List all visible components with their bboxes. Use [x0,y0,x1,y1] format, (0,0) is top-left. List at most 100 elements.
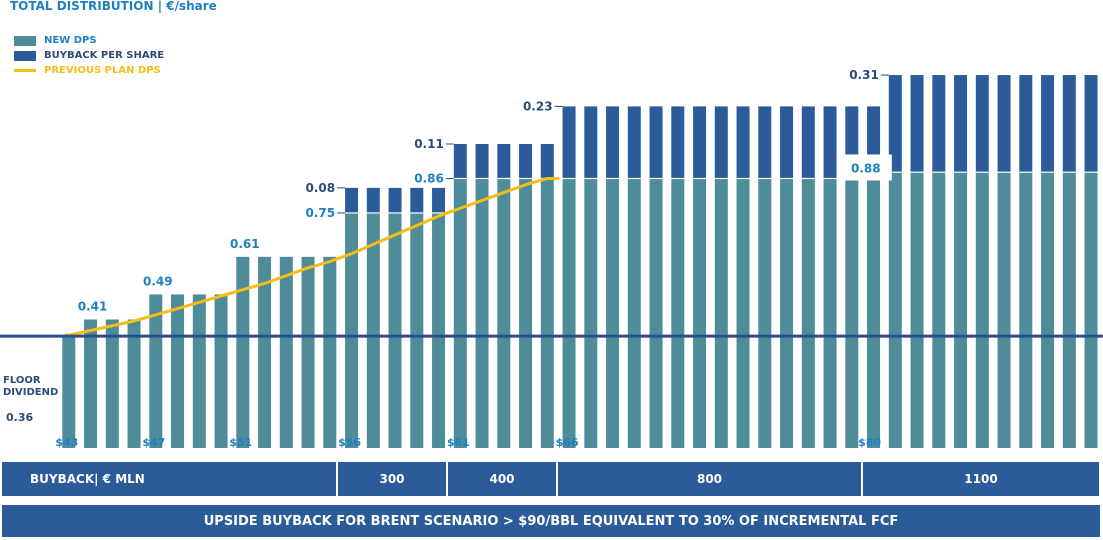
upside-banner: UPSIDE BUYBACK FOR BRENT SCENARIO > $90/… [2,505,1100,537]
bar-new-dps [997,172,1011,448]
bar-new-dps [519,178,533,448]
bar-buyback [932,75,946,173]
x-tick-label: $80 [858,436,881,449]
bar-buyback [475,144,489,179]
bar-new-dps [388,212,402,448]
bar-new-dps [867,178,881,448]
buyback-cell: 300 [338,462,446,496]
bar-new-dps [84,319,98,448]
floor-value-label: 0.36 [6,411,33,424]
bar-new-dps [671,178,685,448]
bar-new-dps [127,319,141,448]
bar-new-dps [1041,172,1055,448]
buyback-row: BUYBACK| € MLN 300 400 800 1100 [2,462,1100,496]
bar-new-dps [345,212,359,448]
bar-new-dps [954,172,968,448]
bar-new-dps [888,172,902,448]
bar-buyback [693,106,707,179]
bar-buyback [453,144,467,179]
legend-label-buyback: BUYBACK PER SHARE [44,50,165,61]
bar-buyback [954,75,968,173]
legend-item-previous-plan: PREVIOUS PLAN DPS [14,63,164,78]
data-label: 0.23 [523,99,553,113]
bar-buyback [910,75,924,173]
bar-new-dps [214,294,228,448]
data-label: 0.61 [230,237,260,251]
legend: NEW DPS BUYBACK PER SHARE PREVIOUS PLAN … [14,33,164,78]
bar-buyback [366,187,380,213]
data-label-box [841,154,892,181]
bar-buyback [497,144,511,179]
bar-buyback [671,106,685,179]
bar-new-dps [279,256,293,448]
bar-new-dps [823,178,837,448]
bar-new-dps [497,178,511,448]
legend-item-buyback: BUYBACK PER SHARE [14,48,164,63]
bar-new-dps [975,172,989,448]
bar-buyback [584,106,598,179]
bar-new-dps [780,178,794,448]
bar-buyback [519,144,533,179]
x-tick-label: $43 [55,436,78,449]
bar-new-dps [1062,172,1076,448]
bar-buyback [345,187,359,213]
bar-new-dps [410,212,424,448]
x-tick-label: $51 [229,436,252,449]
bar-new-dps [453,178,467,448]
x-tick-label: $47 [142,436,165,449]
bar-new-dps [540,178,554,448]
bar-new-dps [714,178,728,448]
bar-buyback [801,106,815,179]
previous-plan-line [64,176,560,337]
bar-new-dps [845,178,859,448]
distribution-chart: FLOORDIVIDEND0.36$43$47$51$56$61$66$80$9… [0,68,1103,449]
bar-buyback [1062,75,1076,173]
bar-buyback [758,106,772,179]
bar-new-dps [584,178,598,448]
bar-buyback [649,106,663,179]
bar-new-dps [932,172,946,448]
chart-title: TOTAL DISTRIBUTION | €/share [10,0,217,13]
data-label: 0.31 [849,68,879,82]
legend-swatch-buyback [14,50,36,61]
bar-new-dps [475,178,489,448]
bar-new-dps [301,256,315,448]
legend-swatch-new-dps [14,35,36,46]
x-tick-label: $56 [338,436,361,449]
bar-buyback [1019,75,1033,173]
chart-title-text: TOTAL DISTRIBUTION [10,0,154,13]
bar-buyback [432,187,446,213]
bar-buyback [975,75,989,173]
bar-buyback [606,106,620,179]
bar-buyback [736,106,750,179]
buyback-row-label: BUYBACK| € MLN [2,462,336,496]
bar-new-dps [693,178,707,448]
bar-buyback [780,106,794,179]
bar-new-dps [801,178,815,448]
chart-title-unit: | €/share [157,0,217,13]
bar-buyback [562,106,576,179]
bar-new-dps [562,178,576,448]
data-label: 0.75 [305,206,335,220]
floor-label-line1: FLOOR [3,375,41,386]
bar-new-dps [258,256,272,448]
data-label: 0.41 [78,300,108,314]
bar-new-dps [171,294,185,448]
bar-new-dps [192,294,206,448]
data-label: 0.86 [414,171,444,185]
bar-buyback [823,106,837,179]
data-label: 0.88 [851,161,881,175]
data-label: 0.49 [143,274,173,288]
bar-new-dps [606,178,620,448]
x-tick-label: $66 [556,436,579,449]
bar-buyback [410,187,424,213]
buyback-cell: 400 [448,462,556,496]
bar-new-dps [236,256,250,448]
data-label: 0.08 [305,181,335,195]
bar-new-dps [366,212,380,448]
buyback-cell: 800 [558,462,861,496]
bar-new-dps [62,335,76,448]
bar-new-dps [105,319,119,448]
bar-new-dps [432,212,446,448]
bar-new-dps [649,178,663,448]
